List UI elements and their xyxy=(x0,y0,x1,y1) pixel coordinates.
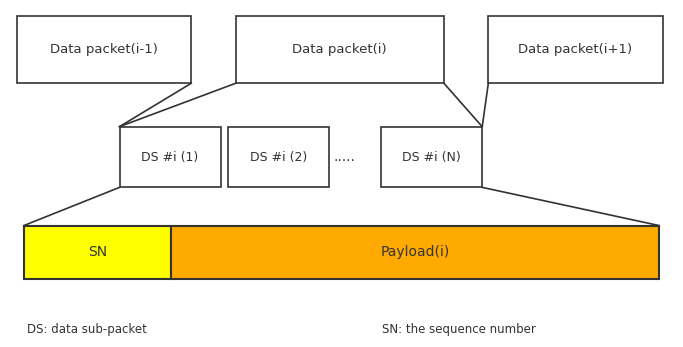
Bar xyxy=(17,16,191,83)
Text: DS: data sub-packet: DS: data sub-packet xyxy=(27,323,148,336)
Text: .....: ..... xyxy=(334,150,356,164)
Text: SN: SN xyxy=(87,245,107,260)
Bar xyxy=(236,16,444,83)
Text: DS #i (2): DS #i (2) xyxy=(250,151,307,163)
Text: SN: the sequence number: SN: the sequence number xyxy=(382,323,536,336)
Text: DS #i (1): DS #i (1) xyxy=(141,151,199,163)
Bar xyxy=(488,16,663,83)
Text: Data packet(i+1): Data packet(i+1) xyxy=(518,43,632,56)
Text: Data packet(i): Data packet(i) xyxy=(292,43,387,56)
Bar xyxy=(381,127,482,187)
Bar xyxy=(120,127,221,187)
Bar xyxy=(228,127,329,187)
Text: DS #i (N): DS #i (N) xyxy=(402,151,461,163)
Text: Payload(i): Payload(i) xyxy=(380,245,449,260)
Bar xyxy=(24,226,171,279)
Text: Data packet(i-1): Data packet(i-1) xyxy=(51,43,158,56)
Bar xyxy=(171,226,659,279)
